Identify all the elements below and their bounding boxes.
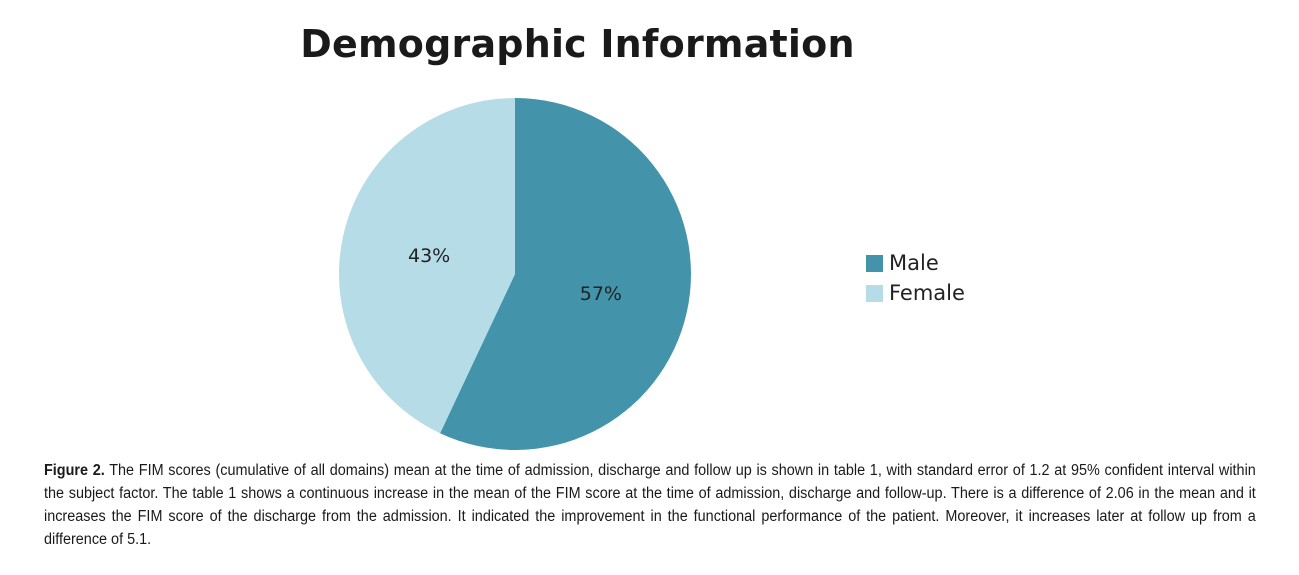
pie-plot: 57% 43% <box>339 98 692 451</box>
legend-item-female: Female <box>866 278 965 308</box>
legend-swatch <box>866 284 883 302</box>
chart-title: Demographic Information <box>300 22 855 66</box>
caption-label: Figure 2. <box>44 462 105 479</box>
pie-slice-male <box>440 98 692 451</box>
slice-label-male: 57% <box>580 283 622 305</box>
chart-legend: Male Female <box>866 248 965 308</box>
legend-swatch <box>866 254 883 272</box>
slice-label-female: 43% <box>408 245 450 267</box>
pie-chart: Demographic Information 57% 43% Male Femal… <box>300 22 965 451</box>
pie-slice-female <box>339 98 515 434</box>
figure-caption: Figure 2. The FIM scores (cumulative of … <box>44 459 1256 551</box>
legend-label: Male <box>889 251 939 275</box>
legend-label: Female <box>889 281 965 305</box>
legend-item-male: Male <box>866 248 965 278</box>
caption-text: The FIM scores (cumulative of all domain… <box>44 462 1256 548</box>
